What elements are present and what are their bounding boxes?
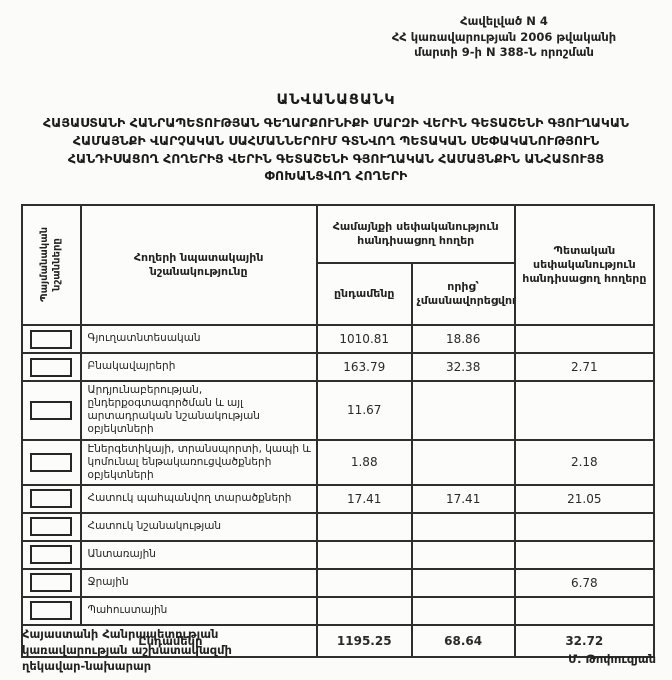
table-row-water: Ջրային 6.78 bbox=[21, 567, 656, 598]
signatory-line3: ղեկավար-նախարար bbox=[22, 659, 152, 674]
category-label: Բնակավայրերի bbox=[79, 352, 318, 382]
nonprivatizable-value bbox=[410, 380, 516, 441]
appendix-line2: ՀՀ կառավարության 2006 թվականի bbox=[391, 29, 617, 44]
grand-total-nonprivatizable: 68.64 bbox=[410, 623, 516, 658]
legend-box bbox=[30, 489, 73, 509]
signatory-line2: կառավարության աշխատակազմի bbox=[22, 643, 232, 658]
subtitle-line2: ՀԱՄԱՅՆՔԻ ՎԱՐՉԱԿԱՆ ՍԱՀՄԱՆՆԵՐՈՒՄ ԳՏՆՎՈՂ ՊԵ… bbox=[72, 132, 600, 148]
header-nonprivatizable-subcolumn: որից՝ չմասնավորեցվող bbox=[410, 262, 516, 326]
total-value bbox=[315, 595, 413, 626]
state-value: 21.05 bbox=[513, 483, 656, 514]
header-total-subcolumn: ընդամենը bbox=[315, 262, 413, 326]
appendix-reference: Հավելված N 4 ՀՀ կառավարության 2006 թվակա… bbox=[354, 14, 654, 61]
signatory-line1: Հայաստանի Հանրապետության bbox=[22, 627, 219, 641]
symbol-cell bbox=[21, 539, 82, 570]
header-community-group: Համայնքի սեփականություն հանդիսացող հողեր bbox=[315, 204, 516, 264]
legend-box bbox=[30, 452, 73, 472]
table-row-grand-total: Ընդամենը 1195.25 68.64 32.72 bbox=[21, 623, 656, 658]
state-value: 2.18 bbox=[513, 438, 656, 486]
category-label: Գյուղատնտեսական bbox=[79, 324, 318, 354]
symbol-cell bbox=[21, 438, 82, 486]
total-value bbox=[315, 539, 413, 570]
symbol-cell bbox=[21, 595, 82, 626]
total-value: 1010.81 bbox=[315, 324, 413, 354]
legend-box bbox=[30, 601, 73, 621]
grand-total-label: Ընդամենը bbox=[21, 623, 318, 658]
header-symbol-column: Պայմանական նշանները bbox=[21, 204, 82, 326]
appendix-line1: Հավելված N 4 bbox=[460, 14, 548, 28]
appendix-line3: մարտի 9-ի N 388-Ն որոշման bbox=[414, 45, 594, 60]
land-transfer-table: Պայմանական նշանները Հողերի նպատակային նշ… bbox=[21, 204, 656, 658]
subtitle-line4: ՓՈԽԱՆՑՎՈՂ ՀՈՂԵՐԻ bbox=[264, 168, 408, 184]
symbol-cell bbox=[21, 352, 82, 382]
subtitle-line3: ՀԱՆԴԻՍԱՑՈՂ ՀՈՂԵՐԻՑ ՎԵՐԻՆ ԳԵՏԱՇԵՆԻ ԳՅՈՒՂԱ… bbox=[67, 150, 605, 166]
grand-total-value: 1195.25 bbox=[315, 623, 413, 658]
total-value: 11.67 bbox=[315, 380, 413, 441]
category-label: Հատուկ նշանակության bbox=[79, 511, 318, 542]
document-heading: ԱՆՎԱՆԱՑԱՆԿ ՀԱՅԱՍՏԱՆԻ ՀԱՆՐԱՊԵՏՈՒԹՅԱՆ ԳԵՂԱ… bbox=[12, 92, 660, 185]
header-purpose-column: Հողերի նպատակային նշանակությունը bbox=[79, 204, 318, 326]
header-symbol-label: Պայմանական նշանները bbox=[38, 227, 63, 303]
legend-box bbox=[30, 517, 73, 537]
total-value: 17.41 bbox=[315, 483, 413, 514]
symbol-cell bbox=[21, 324, 82, 354]
category-label: Էներգետիկայի, տրանսպորտի, կապի և կոմունա… bbox=[79, 438, 318, 486]
legend-box bbox=[30, 573, 73, 593]
state-value bbox=[513, 324, 656, 354]
nonprivatizable-value bbox=[410, 438, 516, 486]
total-value bbox=[315, 567, 413, 598]
state-value: 2.71 bbox=[513, 352, 656, 382]
state-value bbox=[513, 380, 656, 441]
page-title: ԱՆՎԱՆԱՑԱՆԿ bbox=[276, 92, 396, 108]
nonprivatizable-value bbox=[410, 567, 516, 598]
nonprivatizable-value bbox=[410, 539, 516, 570]
table-row-agricultural: Գյուղատնտեսական 1010.81 18.86 bbox=[21, 324, 656, 354]
state-value bbox=[513, 539, 656, 570]
signatory-name: Մ. Թոփուզյան bbox=[568, 652, 656, 666]
nonprivatizable-value: 32.38 bbox=[410, 352, 516, 382]
nonprivatizable-value bbox=[410, 511, 516, 542]
symbol-cell bbox=[21, 483, 82, 514]
table-row-reserve: Պահուստային bbox=[21, 595, 656, 626]
state-value: 6.78 bbox=[513, 567, 656, 598]
signatory-title-block: Հայաստանի Հանրապետության կառավարության ա… bbox=[22, 626, 232, 674]
header-state-column: Պետական սեփականություն հանդիսացող հողերը bbox=[513, 204, 656, 326]
symbol-cell bbox=[21, 380, 82, 441]
state-value bbox=[513, 595, 656, 626]
total-value: 163.79 bbox=[315, 352, 413, 382]
table-row-industrial: Արդյունաբերության, ընդերքօգտագործման և ա… bbox=[21, 380, 656, 441]
category-label: Անտառային bbox=[79, 539, 318, 570]
category-label: Հատուկ պահպանվող տարածքների bbox=[79, 483, 318, 514]
nonprivatizable-value bbox=[410, 595, 516, 626]
category-label: Ջրային bbox=[79, 567, 318, 598]
subtitle-line1: ՀԱՅԱՍՏԱՆԻ ՀԱՆՐԱՊԵՏՈՒԹՅԱՆ ԳԵՂԱՐՔՈՒՆԻՔԻ ՄԱ… bbox=[43, 115, 629, 130]
table-row-forest: Անտառային bbox=[21, 539, 656, 570]
symbol-cell bbox=[21, 511, 82, 542]
table-row-protected-areas: Հատուկ պահպանվող տարածքների 17.41 17.41 … bbox=[21, 483, 656, 514]
state-value bbox=[513, 511, 656, 542]
category-label: Պահուստային bbox=[79, 595, 318, 626]
table-row-special-purpose: Հատուկ նշանակության bbox=[21, 511, 656, 542]
legend-box bbox=[30, 545, 73, 565]
legend-box bbox=[30, 357, 73, 377]
category-label: Արդյունաբերության, ընդերքօգտագործման և ա… bbox=[79, 380, 318, 441]
symbol-cell bbox=[21, 567, 82, 598]
legend-box bbox=[30, 400, 73, 420]
total-value: 1.88 bbox=[315, 438, 413, 486]
table-row-energy-transport: Էներգետիկայի, տրանսպորտի, կապի և կոմունա… bbox=[21, 438, 656, 486]
legend-box bbox=[30, 329, 73, 349]
grand-total-state: 32.72 bbox=[513, 623, 656, 658]
nonprivatizable-value: 17.41 bbox=[410, 483, 516, 514]
total-value bbox=[315, 511, 413, 542]
nonprivatizable-value: 18.86 bbox=[410, 324, 516, 354]
table-row-settlements: Բնակավայրերի 163.79 32.38 2.71 bbox=[21, 352, 656, 382]
